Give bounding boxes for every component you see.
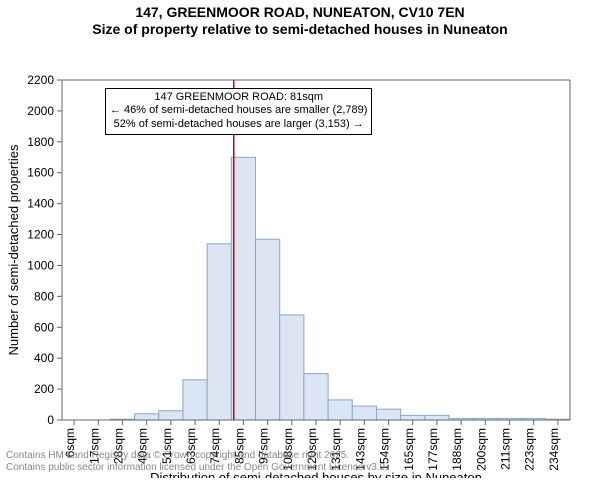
footer-line2: Contains public sector information licen…	[6, 462, 594, 474]
svg-text:1200: 1200	[27, 227, 54, 241]
bar	[304, 373, 328, 419]
chart-wrapper: 0 200 400 600 800 1000 1200 1400 1600 1800 2000 220…	[0, 38, 600, 478]
bar	[352, 406, 376, 420]
annotation-box: 147 GREENMOOR ROAD: 81sqm ← 46% of semi-…	[105, 88, 372, 135]
annotation-line-3: 52% of semi-detached houses are larger (…	[110, 118, 367, 132]
svg-text:800: 800	[34, 289, 54, 303]
bar	[231, 157, 255, 420]
annotation-line-2: ← 46% of semi-detached houses are smalle…	[110, 104, 367, 118]
svg-text:200: 200	[34, 382, 54, 396]
bar	[159, 410, 183, 419]
svg-text:1600: 1600	[27, 165, 54, 179]
bar	[256, 239, 280, 420]
bar	[207, 243, 231, 419]
bar	[425, 415, 449, 420]
svg-text:1800: 1800	[27, 134, 54, 148]
svg-text:600: 600	[34, 320, 54, 334]
annotation-line-1: 147 GREENMOOR ROAD: 81sqm	[110, 91, 367, 105]
svg-text:2000: 2000	[27, 104, 54, 118]
bar	[135, 413, 159, 419]
bar	[376, 409, 400, 420]
svg-text:400: 400	[34, 351, 54, 365]
bar	[280, 315, 304, 420]
svg-text:1400: 1400	[27, 196, 54, 210]
svg-text:2200: 2200	[27, 73, 54, 87]
svg-text:0: 0	[47, 413, 54, 427]
chart-title-line2: Size of property relative to semi-detach…	[0, 21, 600, 38]
svg-text:Number of semi-detached proper: Number of semi-detached properties	[6, 144, 21, 355]
bar	[401, 415, 425, 420]
chart-footer: Contains HM Land Registry data © Crown c…	[0, 450, 600, 478]
chart-title-line1: 147, GREENMOOR ROAD, NUNEATON, CV10 7EN	[0, 4, 600, 21]
bar	[328, 400, 352, 420]
footer-line1: Contains HM Land Registry data © Crown c…	[6, 450, 594, 462]
svg-text:1000: 1000	[27, 258, 54, 272]
bar	[183, 379, 207, 419]
